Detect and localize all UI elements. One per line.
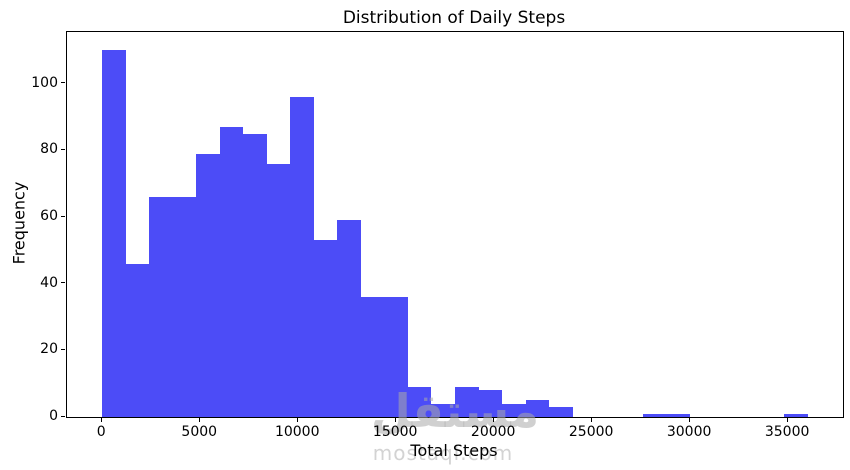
- y-tick-label: 20: [40, 341, 58, 358]
- watermark-latin-text: mostaql.com: [372, 441, 514, 465]
- y-tick-mark: [61, 148, 65, 150]
- histogram-bar: [502, 403, 526, 417]
- y-tick-label: 60: [40, 208, 58, 224]
- histogram-bar: [431, 403, 455, 417]
- histogram-bar: [337, 220, 361, 417]
- x-tick-label: 5000: [181, 424, 218, 440]
- x-tick-mark: [688, 418, 690, 422]
- x-tick-label: 15000: [372, 424, 418, 440]
- x-tick-label: 0: [96, 424, 106, 440]
- x-tick-label: 30000: [666, 424, 712, 440]
- histogram-bar: [784, 413, 808, 417]
- watermark-arabic-text: مستقل: [370, 384, 540, 438]
- y-tick-label: 0: [49, 408, 58, 424]
- x-tick-mark: [198, 418, 200, 422]
- x-axis-label: Total Steps: [410, 441, 498, 460]
- x-tick-mark: [492, 418, 494, 422]
- histogram-bar: [478, 390, 502, 417]
- x-tick-mark: [394, 418, 396, 422]
- y-tick-mark: [61, 282, 65, 284]
- histogram-bar: [360, 297, 385, 417]
- y-tick-mark: [61, 82, 65, 84]
- histogram-bar: [290, 97, 314, 417]
- x-tick-label: 25000: [568, 424, 614, 440]
- y-tick-mark: [61, 215, 65, 217]
- x-tick-mark: [590, 418, 592, 422]
- plot-area: [66, 31, 844, 418]
- histogram-bar: [384, 297, 408, 417]
- histogram-bar: [666, 413, 691, 417]
- y-tick-mark: [61, 415, 65, 417]
- histogram-bar: [525, 400, 550, 417]
- y-axis-label: Frequency: [9, 181, 29, 265]
- histogram-bar: [172, 197, 197, 417]
- x-tick-mark: [786, 418, 788, 422]
- histogram-bar: [243, 133, 267, 417]
- histogram-bar: [149, 197, 173, 417]
- histogram-bar: [125, 263, 150, 417]
- x-tick-label: 10000: [274, 424, 320, 440]
- histogram-bar: [549, 407, 573, 417]
- histogram-bar: [455, 387, 479, 417]
- y-tick-label: 100: [31, 74, 58, 91]
- x-tick-label: 20000: [470, 424, 516, 440]
- histogram-bar: [196, 153, 220, 417]
- x-tick-mark: [100, 418, 102, 422]
- chart-title: Distribution of Daily Steps: [342, 8, 566, 28]
- y-tick-mark: [61, 348, 65, 350]
- x-tick-label: 35000: [764, 424, 810, 440]
- histogram-bar: [313, 240, 338, 417]
- histogram-bar: [266, 163, 291, 417]
- histogram-bar: [102, 50, 126, 417]
- x-tick-mark: [296, 418, 298, 422]
- histogram-bar: [407, 387, 432, 417]
- histogram-bar: [643, 413, 667, 417]
- y-tick-label: 80: [40, 141, 58, 158]
- y-tick-label: 40: [40, 274, 58, 291]
- histogram-bar: [219, 127, 244, 417]
